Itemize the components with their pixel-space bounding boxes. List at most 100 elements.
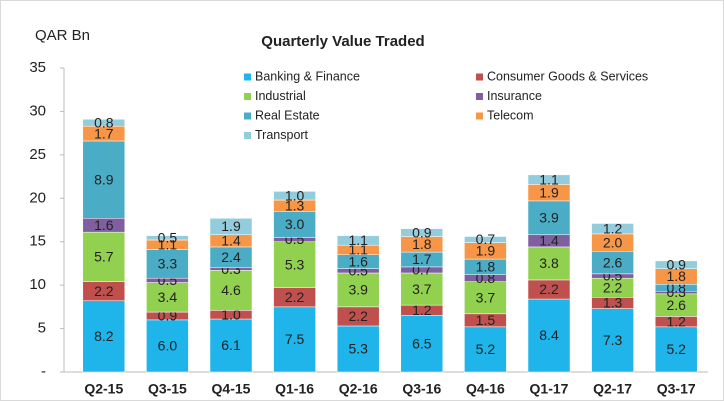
legend-swatch	[244, 132, 251, 139]
data-label: 2.6	[603, 254, 623, 270]
x-tick-label: Q3-16	[402, 381, 441, 397]
x-tick-label: Q2-15	[84, 381, 123, 397]
legend-swatch	[476, 112, 483, 120]
bar-segment	[654, 326, 698, 373]
x-tick-label: Q4-15	[212, 381, 251, 397]
y-tick-label: 30	[29, 102, 46, 119]
legend-swatch	[244, 73, 251, 81]
bar-segment	[273, 306, 316, 373]
data-label: 2.0	[603, 234, 623, 250]
data-label: 0.9	[666, 256, 686, 272]
bar-segment	[273, 191, 316, 201]
bar-segment	[336, 272, 380, 308]
bar-segment	[654, 260, 698, 269]
data-label: 1.9	[539, 184, 559, 200]
data-label: 1.8	[476, 259, 496, 275]
bar-segment	[527, 174, 571, 185]
y-tick-label: 35	[29, 59, 46, 76]
data-label: 1.9	[221, 218, 241, 234]
data-label: 0.9	[412, 224, 432, 240]
bar-segment	[273, 241, 316, 288]
data-label: 3.4	[158, 289, 178, 305]
data-label: 5.7	[94, 249, 114, 265]
data-label: 6.1	[221, 337, 241, 353]
data-label: 1.2	[603, 220, 623, 236]
data-label: 2.2	[603, 279, 623, 295]
data-label: 3.7	[412, 281, 432, 297]
data-label: 2.4	[221, 249, 241, 265]
data-label: 5.2	[476, 341, 496, 357]
bar-segment	[464, 281, 507, 315]
data-label: 3.3	[158, 256, 178, 272]
data-label: 3.9	[539, 210, 559, 226]
bar-segment	[527, 200, 571, 236]
data-label: 1.4	[221, 233, 241, 249]
y-tick-label: 10	[29, 276, 46, 293]
data-label: 2.2	[94, 283, 114, 299]
chart-title: Quarterly Value Traded	[261, 33, 424, 50]
data-label: 2.6	[666, 297, 686, 313]
data-label: 1.1	[348, 232, 368, 248]
data-label: 1.7	[94, 125, 114, 141]
bar-segment	[82, 300, 126, 373]
x-tick-label: Q3-15	[148, 381, 187, 397]
x-tick-label: Q2-16	[339, 381, 378, 397]
bar-segment	[464, 326, 507, 373]
y-tick-label: 25	[29, 146, 46, 163]
data-label: 3.0	[285, 216, 305, 232]
data-label: 6.0	[158, 338, 178, 354]
bar-segment	[591, 223, 634, 235]
legend-swatch	[476, 93, 483, 100]
data-label: 1.8	[666, 268, 686, 284]
bar-segment	[527, 298, 571, 373]
data-label: 7.5	[285, 331, 305, 347]
data-label: 2.2	[539, 281, 559, 297]
x-tick-label: Q3-17	[657, 381, 696, 397]
data-label: 1.2	[412, 302, 432, 318]
data-label: 1.7	[412, 251, 432, 267]
data-label: 1.8	[412, 236, 432, 252]
data-label: 1.3	[285, 197, 305, 213]
data-label: 3.8	[539, 255, 559, 271]
bar-segment	[464, 236, 507, 243]
data-label: 1.2	[666, 313, 686, 329]
data-label: 2.2	[348, 308, 368, 324]
legend-swatch	[476, 73, 483, 81]
legend-label: Insurance	[487, 89, 542, 103]
data-label: 5.3	[285, 256, 305, 272]
bar-segment	[591, 308, 634, 373]
legend-label: Transport	[255, 128, 309, 142]
data-label: 6.5	[412, 335, 432, 351]
data-label: 1.1	[539, 171, 559, 187]
y-axis-label: QAR Bn	[35, 27, 90, 44]
legend-swatch	[244, 93, 251, 100]
bar-segment	[82, 231, 126, 282]
legend-label: Real Estate	[255, 108, 320, 122]
data-label: 1.5	[476, 312, 496, 328]
bar-segment	[336, 325, 380, 373]
bar-segment	[82, 140, 126, 219]
data-label: 1.1	[158, 236, 178, 252]
bar-segment	[400, 272, 444, 306]
data-label: 8.2	[94, 328, 114, 344]
data-label: 4.6	[221, 282, 241, 298]
data-label: 1.0	[285, 187, 305, 203]
data-label: 8.4	[539, 327, 559, 343]
data-label: 5.2	[666, 341, 686, 357]
data-label: 0.5	[158, 230, 178, 246]
legend-label: Consumer Goods & Services	[487, 69, 648, 83]
bar-segment	[336, 235, 380, 246]
x-tick-label: Q1-17	[530, 381, 569, 397]
bar-segment	[146, 249, 189, 279]
data-label: 2.2	[285, 289, 305, 305]
bar-segment	[82, 118, 126, 127]
data-label: 1.3	[603, 295, 623, 311]
data-label: 1.1	[348, 242, 368, 258]
data-label: 0.7	[476, 231, 496, 247]
bar-segment	[209, 218, 253, 236]
y-tick-label: 15	[29, 233, 46, 250]
bar-segment	[146, 282, 189, 313]
y-tick-label: -	[41, 363, 46, 380]
